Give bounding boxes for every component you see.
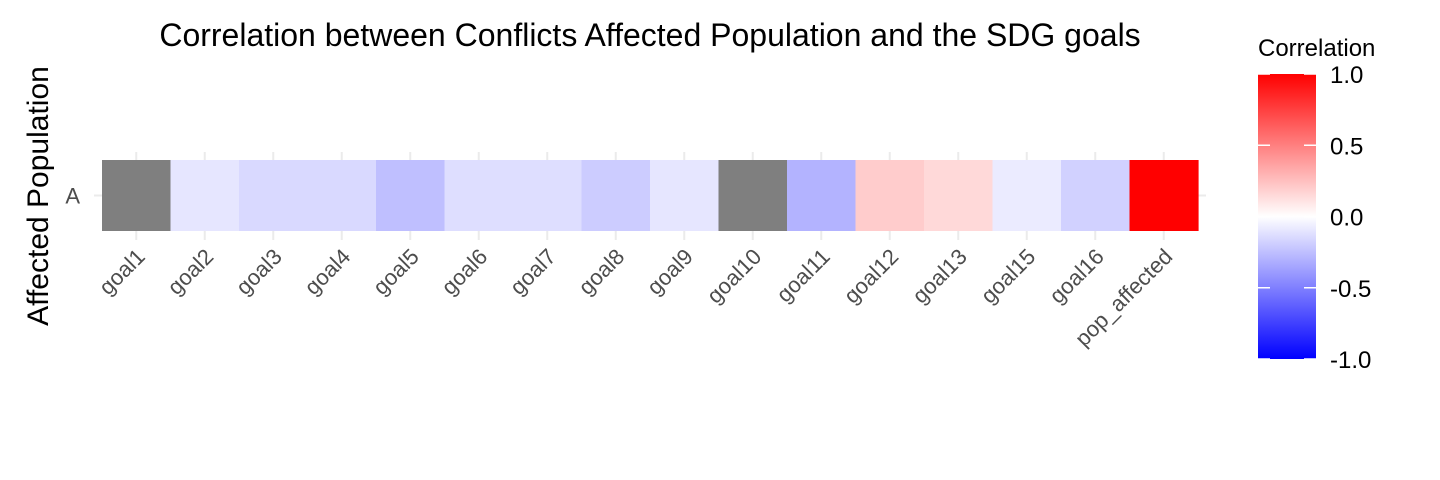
legend-tick-label: -0.5 (1330, 276, 1371, 303)
heatmap-cell-goal12 (855, 160, 925, 231)
chart-title: Correlation between Conflicts Affected P… (159, 17, 1140, 53)
heatmap-cell-goal3 (239, 160, 309, 231)
x-axis-ticks: goal1 goal2 goal3 goal4 goal5 goal6 goal7 goal8… (94, 244, 1177, 351)
legend-title: Correlation (1258, 35, 1375, 62)
x-tick-label-goal16: goal16 (1044, 244, 1108, 308)
legend-tick-label: 0.5 (1330, 133, 1363, 160)
x-tick-label-goal12: goal12 (839, 244, 903, 308)
x-tick-label-goal15: goal15 (976, 244, 1040, 308)
heatmap-cell-goal8 (581, 160, 651, 231)
color-legend: Correlation 1.0 0.5 0.0 -0.5 -1.0 (1258, 35, 1375, 374)
heatmap-cell-goal7 (513, 160, 583, 231)
x-tick-label-goal7: goal7 (505, 244, 561, 300)
heatmap-cell-goal5 (376, 160, 446, 231)
x-tick-label-goal5: goal5 (368, 244, 424, 300)
x-tick-label-goal9: goal9 (642, 244, 698, 300)
legend-tick-label: 0.0 (1330, 205, 1363, 232)
x-tick-label-goal11: goal11 (772, 244, 835, 307)
heatmap-cell-goal9 (650, 160, 720, 231)
y-tick-label: A (65, 184, 80, 209)
heatmap-cell-goal13 (924, 160, 994, 231)
x-tick-label-goal1: goal1 (94, 244, 150, 300)
y-axis-ticks: A (65, 184, 80, 209)
heatmap-cell-goal15 (992, 160, 1062, 231)
x-tick-label-goal10: goal10 (702, 244, 766, 308)
heatmap-cell-pop_affected (1129, 160, 1199, 231)
heatmap-cells (102, 160, 1199, 231)
x-tick-label-goal4: goal4 (300, 244, 356, 300)
x-tick-label-goal2: goal2 (163, 244, 219, 300)
x-tick-label-goal3: goal3 (231, 244, 287, 300)
heatmap-cell-goal10 (718, 160, 788, 231)
legend-tick-label: 1.0 (1330, 62, 1363, 89)
x-tick-label-goal13: goal13 (907, 244, 971, 308)
legend-ticks: 1.0 0.5 0.0 -0.5 -1.0 (1258, 62, 1371, 374)
heatmap-cell-goal11 (787, 160, 857, 231)
heatmap-cell-goal1 (102, 160, 172, 231)
heatmap-cell-goal16 (1061, 160, 1131, 231)
x-tick-label-goal8: goal8 (574, 244, 630, 300)
x-tick-label-goal6: goal6 (437, 244, 493, 300)
heatmap-cell-goal4 (307, 160, 377, 231)
heatmap-cell-goal2 (170, 160, 240, 231)
legend-tick-label: -1.0 (1330, 347, 1371, 374)
y-axis-label: Affected Population (22, 66, 55, 326)
heatmap-cell-goal6 (444, 160, 514, 231)
